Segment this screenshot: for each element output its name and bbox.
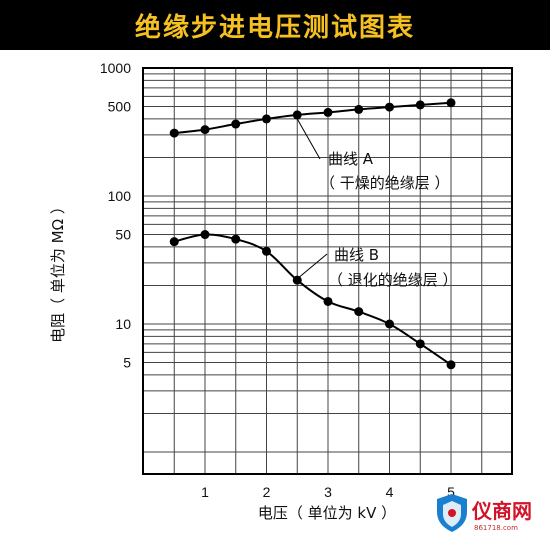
series-group (169, 98, 456, 370)
data-point (446, 98, 456, 108)
data-point (385, 102, 394, 112)
y-tick-labels: 1000 500 100 50 10 5 (100, 60, 131, 371)
annotations: 曲线 A （ 干燥的绝缘层 ） 曲线 B （ 退化的绝缘层 ） (296, 118, 458, 289)
data-point (292, 275, 302, 285)
data-point (292, 110, 302, 120)
shield-icon (437, 494, 467, 532)
y-tick-label: 5 (123, 355, 131, 371)
y-axis-label: 电阻（ 单位为 MΩ ） (49, 199, 67, 343)
y-tick-label: 50 (115, 227, 131, 243)
x-tick-label: 2 (263, 484, 271, 500)
data-point (262, 246, 271, 256)
x-tick-label: 3 (324, 484, 332, 500)
y-tick-label: 10 (115, 316, 131, 332)
data-point (354, 307, 364, 317)
x-axis-label: 电压（ 单位为 kV ） (258, 504, 396, 522)
chart-title: 绝缘步进电压测试图表 (134, 12, 415, 43)
y-tick-label: 100 (108, 188, 132, 204)
curve-a-label: 曲线 A (328, 150, 374, 168)
data-point (354, 104, 364, 114)
curve-b-label: 曲线 B (334, 246, 379, 264)
curve-b-leader-line (298, 253, 328, 278)
data-point (323, 107, 333, 117)
data-point (415, 100, 425, 110)
data-point (231, 234, 241, 244)
series-line-b (174, 233, 452, 366)
watermark-logo: 仪商网 861718.com (437, 494, 532, 532)
data-point (200, 125, 210, 135)
grid-lines (143, 68, 512, 474)
x-tick-label: 1 (201, 484, 209, 500)
data-point (169, 128, 179, 138)
x-tick-label: 4 (386, 484, 394, 500)
curve-a-note: （ 干燥的绝缘层 ） (320, 174, 450, 192)
data-point (323, 296, 333, 306)
data-point (385, 319, 394, 329)
data-point (446, 360, 456, 370)
curve-a-leader-line (296, 118, 321, 160)
x-tick-labels: 1 2 3 4 5 (201, 484, 455, 500)
data-point (231, 119, 241, 129)
data-point (200, 230, 210, 240)
y-tick-label: 500 (108, 99, 132, 115)
data-point (262, 114, 271, 124)
watermark-url: 861718.com (474, 524, 518, 532)
y-tick-label: 1000 (100, 60, 131, 76)
series-line-a (174, 101, 452, 135)
curve-b-note: （ 退化的绝缘层 ） (328, 271, 458, 289)
title-bar: 绝缘步进电压测试图表 (0, 0, 550, 50)
watermark-brand: 仪商网 (471, 499, 532, 523)
data-point (169, 237, 179, 247)
plot-area (142, 67, 513, 475)
x-tick-label: 5 (447, 484, 455, 500)
data-point (415, 339, 425, 349)
